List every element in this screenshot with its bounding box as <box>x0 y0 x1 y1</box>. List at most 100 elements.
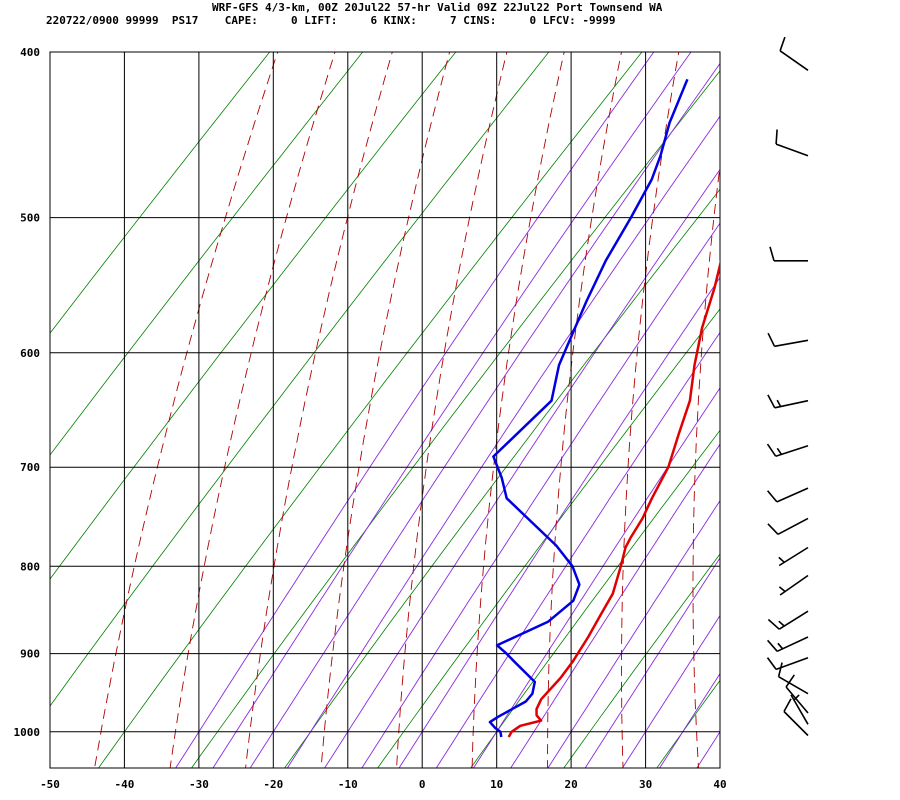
x-tick-label: -30 <box>189 778 209 791</box>
background-lines <box>50 14 900 775</box>
mixing-ratio-line <box>50 52 271 334</box>
x-tick-label: -10 <box>338 778 358 791</box>
barb-half-flag <box>776 447 783 455</box>
wind-barb <box>767 610 809 630</box>
dry-adiabat <box>692 162 720 768</box>
plot-frame <box>49 51 721 769</box>
y-tick-label: 800 <box>20 560 40 573</box>
barb-half-flag <box>778 620 785 627</box>
barb-shaft <box>785 686 809 714</box>
moist-adiabat <box>621 614 720 768</box>
barb-shaft <box>775 444 809 457</box>
mixing-ratio-line <box>50 52 364 456</box>
barb-flag <box>775 129 778 145</box>
dry-adiabat <box>762 14 798 775</box>
dry-adiabat <box>829 14 855 775</box>
dry-adiabat <box>320 52 451 768</box>
moist-adiabat <box>212 52 692 768</box>
moist-adiabat <box>286 115 720 768</box>
wind-barb <box>766 487 809 503</box>
y-tick-label: 500 <box>20 212 40 225</box>
x-tick-label: -40 <box>114 778 134 791</box>
barb-shaft <box>778 676 809 695</box>
traces <box>488 78 720 738</box>
wind-barb <box>777 662 809 695</box>
barb-half-flag <box>776 399 782 407</box>
barb-flag <box>766 657 777 670</box>
wind-barb <box>778 546 809 567</box>
mixing-ratio-line <box>377 308 720 768</box>
mixing-ratio-line <box>284 188 720 768</box>
barb-flag <box>766 443 777 457</box>
dry-adiabat <box>396 52 508 768</box>
y-tick-label: 400 <box>20 46 40 59</box>
grid <box>49 51 721 769</box>
mixing-ratio-line <box>656 679 720 768</box>
x-tick-label: 40 <box>713 778 726 791</box>
barb-flag <box>785 674 795 688</box>
station-indices: 220722/0900 99999 PS17 CAPE: 0 LIFT: 6 K… <box>46 14 616 27</box>
moist-adiabat <box>584 557 720 768</box>
moist-adiabat <box>435 331 720 768</box>
y-tick-label: 900 <box>20 648 40 661</box>
wind-barb <box>766 443 809 457</box>
wind-barb <box>766 636 809 653</box>
moist-adiabat <box>472 387 720 768</box>
mixing-ratio-line <box>838 14 900 775</box>
moist-adiabat <box>696 730 720 768</box>
barb-flag <box>766 490 778 503</box>
x-tick-label: 10 <box>490 778 503 791</box>
mixing-ratio-line <box>50 52 550 707</box>
mixing-ratio-line <box>98 52 643 768</box>
moist-adiabat <box>547 499 720 768</box>
wind-barb <box>790 694 809 725</box>
wind-barb <box>769 246 808 262</box>
barb-shaft <box>775 143 809 157</box>
dry-adiabat <box>547 52 622 768</box>
barb-flag <box>767 394 776 409</box>
moist-adiabat <box>659 672 720 768</box>
temperature-trace <box>507 259 720 738</box>
wind-barb <box>785 674 809 714</box>
y-tick-label: 600 <box>20 347 40 360</box>
wind-barb <box>767 394 809 409</box>
mixing-ratio-line <box>191 70 720 768</box>
dewpoint-trace <box>488 78 689 738</box>
dry-adiabat <box>471 52 565 768</box>
barb-flag <box>766 639 778 652</box>
mixing-ratio-line <box>745 14 900 775</box>
dry-adiabat <box>245 52 393 768</box>
barb-half-flag <box>778 586 786 593</box>
wind-barb <box>767 517 809 536</box>
moist-adiabat <box>324 168 720 768</box>
barb-flag <box>767 618 780 630</box>
wind-barb <box>779 36 809 71</box>
x-tick-label: 0 <box>419 778 426 791</box>
wind-barb <box>775 129 809 157</box>
wind-barb <box>766 656 809 671</box>
chart-title: WRF-GFS 4/3-km, 00Z 20Jul22 57-hr Valid … <box>212 1 663 14</box>
barb-shaft <box>777 517 809 536</box>
moist-adiabat <box>398 276 720 768</box>
wind-barb <box>783 698 809 737</box>
barb-shaft <box>779 574 809 596</box>
dry-adiabat <box>621 52 680 768</box>
moist-adiabat <box>249 62 720 768</box>
barb-half-flag <box>777 642 784 650</box>
barb-flag <box>783 698 792 712</box>
moist-adiabat <box>510 443 720 768</box>
moist-adiabat <box>361 222 720 768</box>
mixing-ratio-line <box>563 553 720 768</box>
x-tick-label: -20 <box>263 778 283 791</box>
barb-flag <box>779 36 786 52</box>
wind-barbs <box>766 36 809 737</box>
barb-flag <box>767 523 779 535</box>
y-tick-label: 700 <box>20 461 40 474</box>
barb-flag <box>777 662 783 677</box>
wind-barb <box>778 574 809 596</box>
dry-adiabat <box>169 52 336 768</box>
mixing-ratio-line <box>50 52 457 580</box>
y-tick-label: 1000 <box>14 726 41 739</box>
wind-barb <box>767 332 809 348</box>
